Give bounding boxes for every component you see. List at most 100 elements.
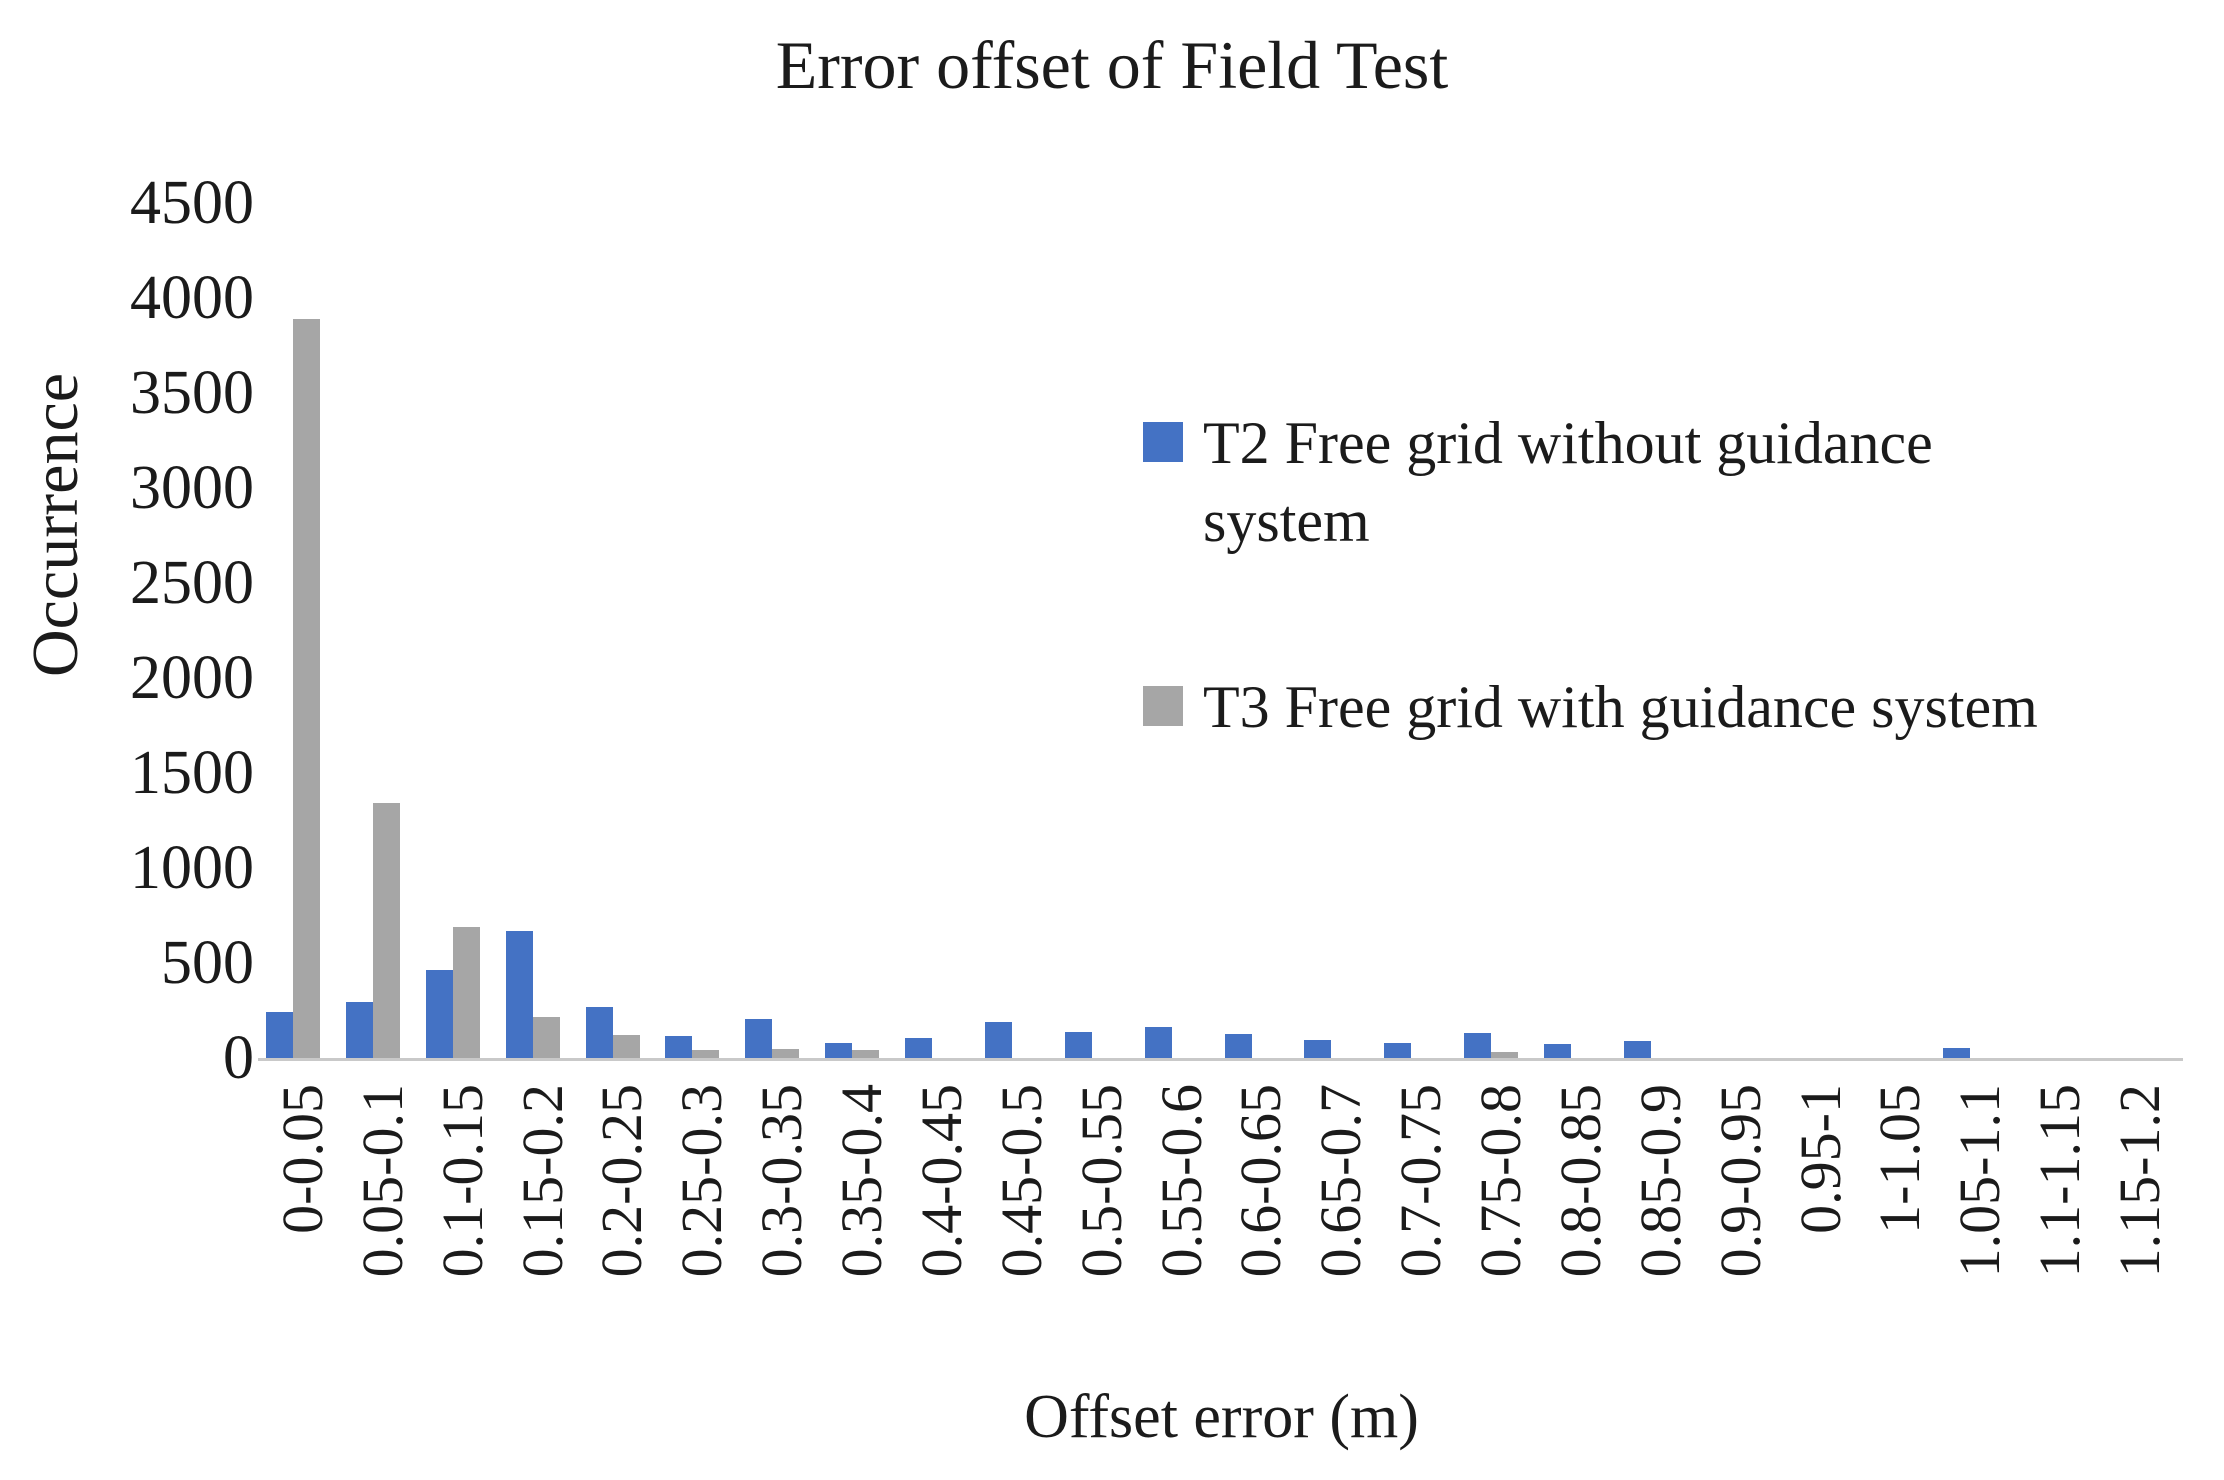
x-tick-cell: 0.55-0.6 bbox=[1142, 1084, 1222, 1277]
y-tick-label: 4000 bbox=[130, 264, 254, 332]
y-tick-label: 3500 bbox=[130, 359, 254, 427]
x-tick-cell: 0.05-0.1 bbox=[343, 1084, 423, 1277]
x-tick-label: 0.75-0.8 bbox=[1468, 1084, 1534, 1278]
x-tick-cell: 0.85-0.9 bbox=[1621, 1084, 1701, 1277]
x-tick-cell: 0.5-0.55 bbox=[1062, 1084, 1142, 1277]
x-tick-label: 0.25-0.3 bbox=[669, 1084, 735, 1278]
x-tick-cell: 0.4-0.45 bbox=[902, 1084, 982, 1277]
bar-t2 bbox=[1304, 1040, 1332, 1058]
x-tick-label: 0.55-0.6 bbox=[1148, 1084, 1214, 1278]
x-tick-label: 1.05-1.1 bbox=[1947, 1084, 2013, 1278]
bar-t2 bbox=[345, 1002, 373, 1058]
x-tick-label: 0-0.05 bbox=[269, 1084, 335, 1234]
category-group bbox=[2100, 0, 2180, 1058]
legend-label-t2: T2 Free grid without guidance system bbox=[1203, 410, 1933, 554]
category-group bbox=[263, 0, 343, 1058]
plot-area bbox=[263, 0, 2180, 1058]
bar-t2 bbox=[1544, 1044, 1571, 1058]
y-tick-label: 1000 bbox=[130, 834, 254, 902]
chart-title: Error offset of Field Test bbox=[775, 27, 1449, 103]
category-group bbox=[742, 0, 822, 1058]
legend-swatch-t3 bbox=[1143, 686, 1183, 726]
x-tick-label: 1.15-1.2 bbox=[2107, 1084, 2173, 1278]
y-tick-label: 4500 bbox=[130, 169, 254, 237]
x-tick-label: 0.5-0.55 bbox=[1068, 1084, 1134, 1278]
y-tick-label: 0 bbox=[223, 1024, 254, 1092]
x-tick-cell: 1.1-1.15 bbox=[2020, 1084, 2100, 1277]
bar-t2 bbox=[905, 1038, 932, 1058]
category-group bbox=[423, 0, 503, 1058]
category-group bbox=[1222, 0, 1302, 1058]
x-tick-label: 1-1.05 bbox=[1867, 1084, 1933, 1234]
bar-t3 bbox=[452, 927, 480, 1058]
x-tick-cell: 1-1.05 bbox=[1861, 1084, 1941, 1234]
bar-t3 bbox=[293, 319, 320, 1058]
category-group bbox=[1541, 0, 1621, 1058]
category-group bbox=[662, 0, 742, 1058]
bar-t3 bbox=[372, 803, 400, 1058]
category-group bbox=[822, 0, 902, 1058]
y-tick-label: 1500 bbox=[130, 739, 254, 807]
x-tick-cell: 0.75-0.8 bbox=[1461, 1084, 1541, 1277]
category-group bbox=[1142, 0, 1222, 1058]
y-tick-label: 500 bbox=[161, 929, 254, 997]
x-tick-cell: 0.6-0.65 bbox=[1222, 1084, 1302, 1277]
bar-t2 bbox=[1064, 1032, 1092, 1058]
x-tick-label: 0.95-1 bbox=[1787, 1084, 1853, 1234]
x-tick-cell: 0.65-0.7 bbox=[1301, 1084, 1381, 1277]
x-axis-tick-labels: 0-0.05 0.05-0.1 0.1-0.15 0.15-0.2 0.2-0.25 0.… bbox=[263, 1084, 2180, 1277]
category-group bbox=[902, 0, 982, 1058]
bar-t2 bbox=[266, 1012, 293, 1058]
legend-item-t3: T3 Free grid with guidance system bbox=[1143, 668, 2224, 746]
x-axis-line bbox=[258, 1058, 2183, 1061]
category-group bbox=[982, 0, 1062, 1058]
x-tick-cell: 0.9-0.95 bbox=[1701, 1084, 1781, 1277]
x-tick-cell: 0.15-0.2 bbox=[503, 1084, 583, 1277]
x-axis-title: Offset error (m) bbox=[1024, 1383, 1419, 1451]
y-tick-label: 2500 bbox=[130, 549, 254, 617]
x-tick-cell: 0.2-0.25 bbox=[583, 1084, 663, 1277]
x-tick-label: 0.3-0.35 bbox=[749, 1084, 815, 1278]
x-tick-cell: 1.15-1.2 bbox=[2100, 1084, 2180, 1277]
category-group bbox=[343, 0, 423, 1058]
category-group bbox=[1621, 0, 1701, 1058]
y-tick-label: 2000 bbox=[130, 644, 254, 712]
bar-t2 bbox=[1943, 1048, 1971, 1058]
legend-swatch-t2 bbox=[1143, 422, 1183, 462]
legend-label-t3: T3 Free grid with guidance system bbox=[1203, 674, 2038, 740]
x-tick-label: 0.1-0.15 bbox=[429, 1084, 495, 1278]
x-tick-cell: 0-0.05 bbox=[263, 1084, 343, 1234]
x-tick-label: 0.9-0.95 bbox=[1707, 1084, 1773, 1278]
x-tick-label: 0.35-0.4 bbox=[829, 1084, 895, 1278]
x-tick-cell: 0.3-0.35 bbox=[742, 1084, 822, 1277]
x-tick-label: 0.85-0.9 bbox=[1627, 1084, 1693, 1278]
bar-t3 bbox=[532, 1017, 560, 1058]
bar-t2 bbox=[1224, 1034, 1252, 1058]
bar-t2 bbox=[825, 1043, 853, 1058]
bar-t3 bbox=[612, 1035, 640, 1058]
bar-t2 bbox=[1623, 1041, 1651, 1058]
x-tick-label: 0.6-0.65 bbox=[1228, 1084, 1294, 1278]
bar-t2 bbox=[425, 970, 453, 1058]
x-tick-cell: 0.45-0.5 bbox=[982, 1084, 1062, 1277]
bar-t3 bbox=[692, 1050, 720, 1058]
x-tick-cell: 0.95-1 bbox=[1781, 1084, 1861, 1234]
category-group bbox=[1301, 0, 1381, 1058]
category-group bbox=[2020, 0, 2100, 1058]
x-tick-cell: 0.8-0.85 bbox=[1541, 1084, 1621, 1277]
category-group bbox=[583, 0, 663, 1058]
x-tick-cell: 0.7-0.75 bbox=[1381, 1084, 1461, 1277]
category-group bbox=[1940, 0, 2020, 1058]
category-group bbox=[1381, 0, 1461, 1058]
bar-t2 bbox=[1144, 1027, 1172, 1058]
category-group bbox=[503, 0, 583, 1058]
x-tick-cell: 0.35-0.4 bbox=[822, 1084, 902, 1277]
bar-t2 bbox=[665, 1036, 693, 1058]
y-tick-label: 3000 bbox=[130, 454, 254, 522]
category-group bbox=[1062, 0, 1142, 1058]
bar-t2 bbox=[984, 1022, 1012, 1058]
bar-t3 bbox=[852, 1050, 880, 1058]
x-tick-label: 0.45-0.5 bbox=[988, 1084, 1054, 1278]
bar-t2 bbox=[1464, 1033, 1492, 1058]
